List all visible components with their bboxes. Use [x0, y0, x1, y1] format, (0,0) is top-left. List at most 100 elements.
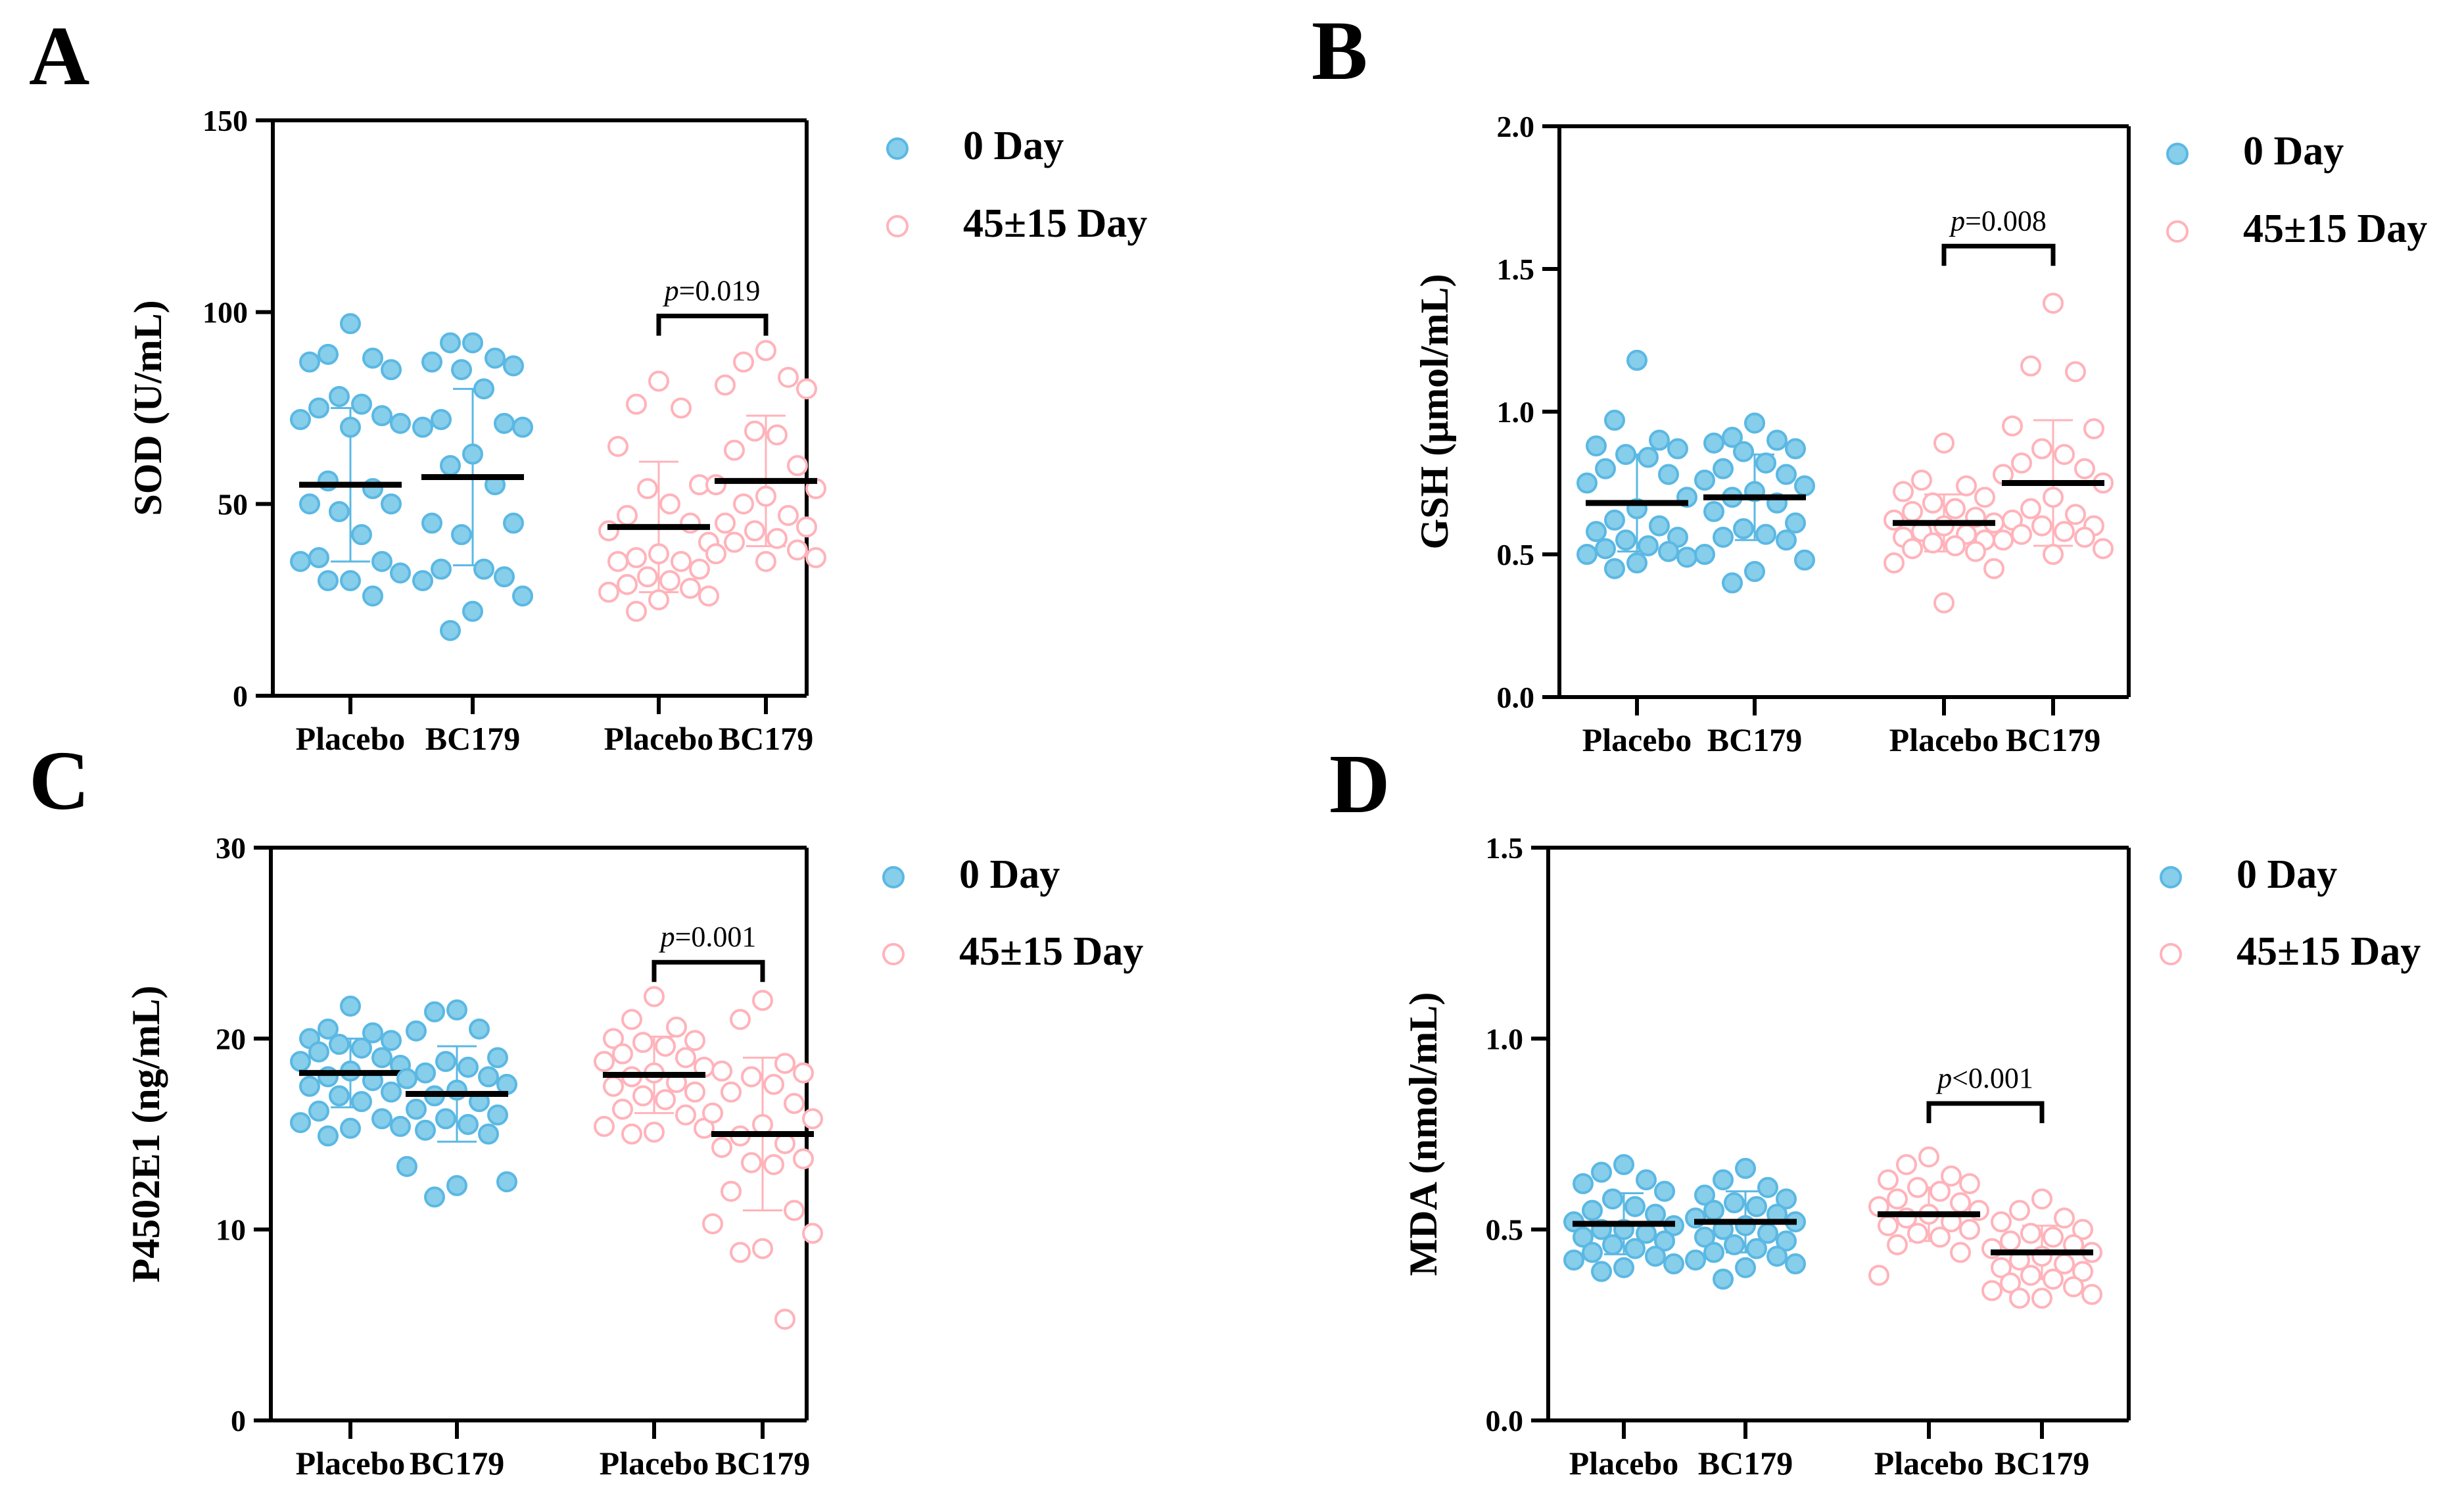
p-value-prefix: p — [663, 275, 679, 307]
data-point — [787, 455, 808, 476]
data-point — [1604, 558, 1625, 579]
x-tick-label: BC179 — [410, 1445, 504, 1482]
data-point — [462, 600, 483, 622]
p-value-text: =0.019 — [679, 275, 761, 307]
p-value-label: p<0.001 — [1935, 1062, 2033, 1094]
data-point — [1595, 538, 1616, 560]
data-point — [617, 504, 638, 526]
data-point — [478, 1123, 499, 1145]
data-point — [1785, 512, 1806, 534]
data-point — [1703, 1242, 1724, 1263]
data-point — [1654, 1180, 1675, 1202]
x-tick-label: Placebo — [1874, 1445, 1984, 1482]
data-point — [494, 412, 515, 434]
data-point — [1776, 464, 1797, 485]
data-point — [496, 1171, 517, 1193]
data-point — [1893, 481, 1914, 502]
data-point — [2043, 1269, 2064, 1290]
data-point — [1974, 487, 1995, 508]
data-point — [1663, 1253, 1684, 1274]
data-point — [290, 409, 311, 430]
y-tick-label: 150 — [202, 104, 248, 137]
data-point — [1746, 1196, 1767, 1217]
data-point — [763, 1074, 784, 1096]
data-point — [733, 493, 754, 515]
data-point — [503, 355, 524, 377]
panel-d: D 0.0 0.5 1.0 1.5 MDA (nmol/mL) Placebo BC179 Pl… — [1329, 737, 2421, 1482]
data-point — [351, 1091, 372, 1113]
data-point — [684, 1030, 705, 1052]
data-point — [1591, 1161, 1612, 1183]
data-point — [1981, 1280, 2002, 1301]
y-tick-label: 0.5 — [1497, 538, 1535, 571]
data-point — [1950, 1242, 1971, 1263]
data-point — [1785, 438, 1806, 460]
data-point — [1733, 441, 1754, 462]
data-point — [371, 405, 392, 427]
x-tick-label: BC179 — [425, 720, 520, 757]
data-point — [318, 570, 339, 591]
data-point — [421, 351, 442, 373]
data-point — [702, 1213, 723, 1234]
data-point — [1896, 1153, 1917, 1175]
data-point — [784, 1093, 805, 1115]
data-point — [802, 1222, 823, 1244]
data-point — [2002, 415, 2023, 437]
data-point — [637, 566, 658, 588]
panel-letter: B — [1312, 4, 1367, 97]
data-point — [787, 539, 808, 561]
data-point — [1694, 470, 1715, 491]
data-point — [2043, 1226, 2064, 1248]
data-point — [1930, 1180, 1951, 1202]
data-point — [1602, 1234, 1623, 1255]
y-tick-label: 20 — [216, 1022, 246, 1055]
data-point — [1703, 1199, 1724, 1221]
data-point — [793, 1148, 814, 1170]
data-point — [351, 393, 372, 415]
x-tick-label: Placebo — [604, 720, 714, 757]
data-point — [774, 1053, 795, 1075]
data-point — [594, 1051, 615, 1073]
y-tick-label: 10 — [216, 1213, 246, 1247]
y-tick-label: 0.5 — [1486, 1213, 1524, 1247]
data-point — [763, 1153, 784, 1175]
x-tick-label: Placebo — [600, 1445, 709, 1482]
data-point — [503, 512, 524, 534]
data-point — [1950, 1192, 1971, 1214]
data-point — [2000, 1230, 2021, 1252]
data-point — [473, 558, 494, 580]
data-point — [1613, 1257, 1634, 1278]
data-point — [1911, 470, 1932, 491]
data-point — [1624, 1196, 1646, 1217]
data-point — [1884, 552, 1905, 574]
data-point — [1724, 1192, 1745, 1214]
data-point — [724, 531, 745, 553]
data-point — [621, 1123, 642, 1145]
data-point — [381, 1081, 402, 1103]
data-point — [1602, 1188, 1623, 1210]
data-point — [1933, 432, 1955, 454]
data-point — [512, 585, 533, 607]
data-point — [485, 347, 506, 369]
data-point — [655, 1035, 676, 1057]
data-point — [1638, 447, 1659, 468]
data-point — [1694, 1184, 1715, 1206]
data-point — [1582, 1242, 1603, 1263]
data-point — [659, 570, 680, 591]
data-point — [1613, 1153, 1634, 1175]
x-tick-label: BC179 — [719, 720, 813, 757]
y-tick-label: 1.0 — [1486, 1022, 1524, 1055]
p-value-label: p=0.019 — [663, 275, 761, 307]
data-point — [381, 1030, 402, 1052]
data-point — [1945, 498, 1966, 520]
data-point — [1776, 1230, 1797, 1252]
x-tick-label: Placebo — [1569, 1445, 1679, 1482]
data-point — [1744, 412, 1765, 434]
data-point — [1959, 1173, 1980, 1194]
data-point — [440, 455, 461, 476]
data-point — [603, 1075, 624, 1097]
y-tick-label: 0 — [233, 679, 248, 713]
data-point — [1649, 515, 1670, 537]
data-point — [752, 1113, 773, 1135]
